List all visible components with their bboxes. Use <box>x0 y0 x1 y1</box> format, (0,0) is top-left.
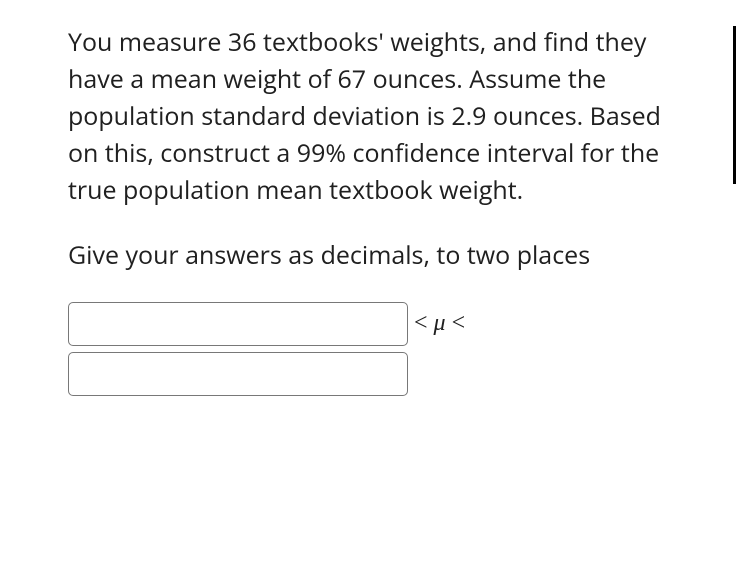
lower-bound-input[interactable] <box>68 302 408 346</box>
mu-inequality-label: < μ < <box>414 310 465 337</box>
instruction-text: Give your answers as decimals, to two pl… <box>68 237 682 274</box>
upper-bound-input[interactable] <box>68 352 408 396</box>
question-text: You measure 36 textbooks' weights, and f… <box>68 24 682 209</box>
answer-row: < μ < <box>68 302 682 396</box>
answer-inputs-column <box>68 302 408 396</box>
side-divider <box>733 26 736 184</box>
